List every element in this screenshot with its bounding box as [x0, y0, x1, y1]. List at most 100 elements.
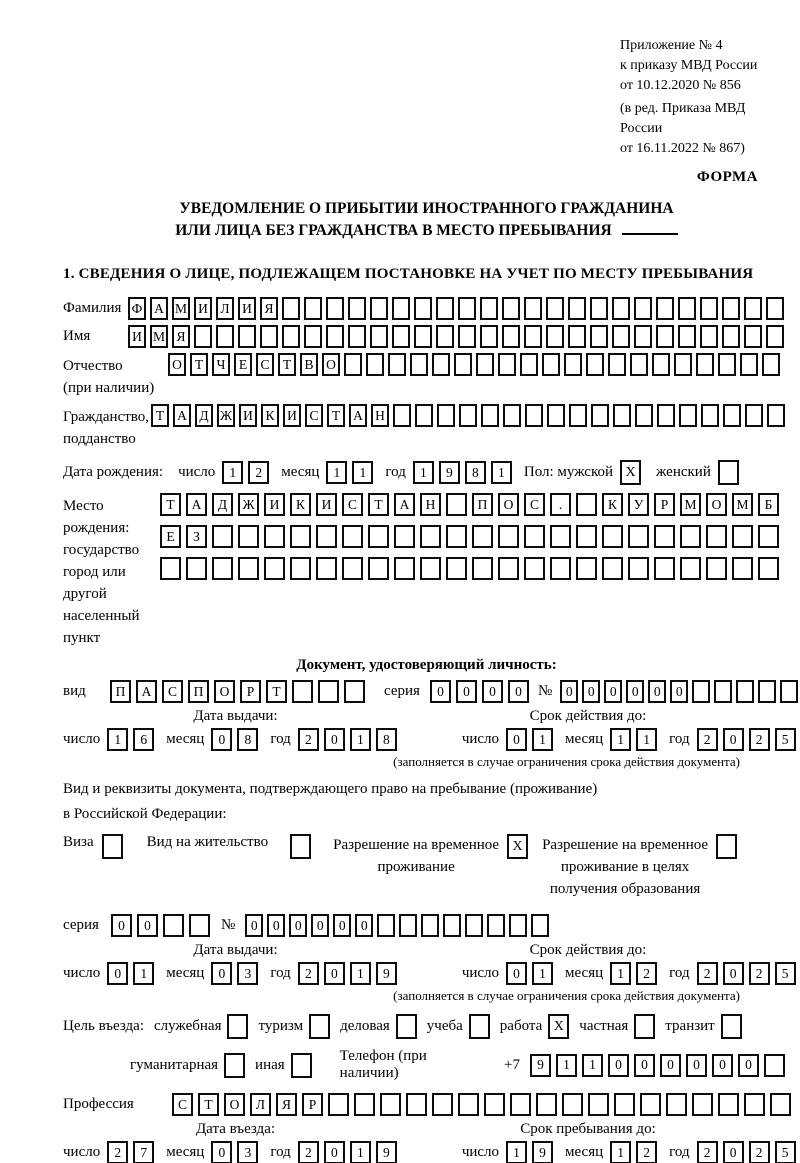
char-cell: Я [276, 1093, 297, 1116]
char-cell: 1 [582, 1053, 603, 1077]
entry-purpose-row2: гуманитарная иная Телефон (при наличии) … [130, 1048, 790, 1082]
sex-male-checkbox[interactable]: X [620, 460, 642, 485]
sex-female-checkbox[interactable] [717, 460, 739, 485]
purpose-study-checkbox[interactable] [468, 1014, 490, 1039]
purpose-work-checkbox[interactable]: X [548, 1014, 570, 1039]
purpose-humanitarian-checkbox[interactable] [224, 1052, 246, 1078]
patronymic-label: Отчество (при наличии) [63, 358, 155, 396]
purpose-official-checkbox[interactable] [227, 1014, 249, 1039]
edu-permit-option: Разрешение на временное проживание в цел… [542, 834, 738, 900]
char-cell [591, 404, 609, 427]
char-cell [628, 525, 649, 548]
visa-checkbox[interactable] [101, 834, 123, 859]
sex-female-label: женский [656, 464, 711, 480]
residence-permit-checkbox[interactable] [290, 834, 312, 859]
char-cell [692, 680, 711, 703]
char-cell: Ч [212, 353, 230, 376]
char-cell: 0 [722, 962, 744, 985]
char-cell: 3 [237, 962, 259, 985]
birthplace-row3-input[interactable] [160, 557, 784, 580]
char-cell [316, 557, 337, 580]
purpose-transit-checkbox[interactable] [720, 1014, 742, 1039]
char-cell: 9 [375, 1141, 397, 1163]
char-cell [706, 557, 727, 580]
phone-label: Телефон (при наличии) [339, 1048, 427, 1081]
char-cell [458, 325, 476, 348]
char-cell [304, 325, 322, 348]
char-cell [326, 297, 344, 320]
char-cell: 1 [610, 962, 632, 985]
purpose-other-checkbox[interactable] [290, 1052, 312, 1078]
char-cell: 1 [349, 1141, 371, 1163]
char-cell [344, 353, 362, 376]
char-cell: 0 [738, 1053, 759, 1077]
char-cell: 5 [774, 1141, 796, 1163]
char-cell: Т [160, 493, 181, 516]
purpose-private-checkbox[interactable] [634, 1014, 656, 1039]
char-cell: 8 [375, 728, 397, 751]
char-cell [388, 353, 406, 376]
temp-permit-checkbox[interactable]: X [507, 834, 529, 859]
doc-issue-header: Дата выдачи: [193, 708, 278, 724]
char-cell [502, 297, 520, 320]
char-cell: 0 [323, 962, 345, 985]
char-cell: 1 [636, 728, 658, 751]
purpose-other: иная [255, 1052, 312, 1078]
char-cell: У [628, 493, 649, 516]
char-cell [260, 325, 278, 348]
field-birthplace: Место рождения: государство город или др… [63, 493, 790, 649]
char-cell: Т [266, 680, 287, 703]
char-cell [679, 404, 697, 427]
char-cell [588, 1093, 609, 1116]
annex-line: от 10.12.2020 № 856 [620, 78, 741, 93]
char-cell: Т [278, 353, 296, 376]
char-cell [590, 325, 608, 348]
char-cell: 0 [355, 914, 374, 937]
purpose-tourism-checkbox[interactable] [309, 1014, 331, 1039]
purpose-business-checkbox[interactable] [395, 1014, 417, 1039]
char-cell: 2 [297, 1141, 319, 1163]
char-cell: 0 [604, 680, 623, 703]
char-cell [344, 680, 365, 703]
edu-permit-checkbox[interactable] [716, 834, 738, 859]
doc-number-label: № [537, 683, 553, 699]
